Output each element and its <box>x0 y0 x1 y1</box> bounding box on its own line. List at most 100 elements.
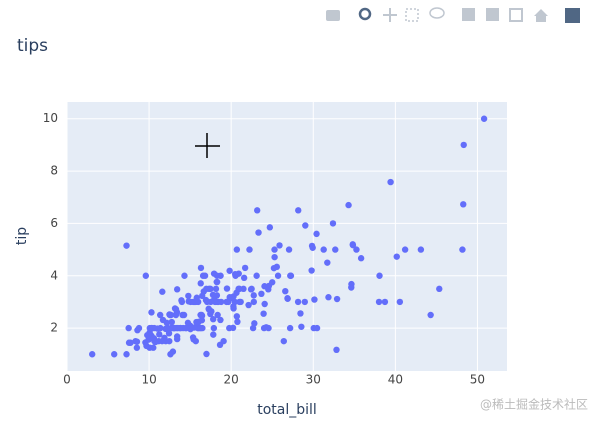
box-select-button[interactable] <box>405 8 419 22</box>
x-tick-label: 40 <box>388 373 403 387</box>
point <box>192 337 199 345</box>
point <box>329 220 337 227</box>
point <box>460 141 467 149</box>
point <box>148 309 155 316</box>
point <box>210 315 217 323</box>
point <box>401 246 409 253</box>
point <box>146 324 154 332</box>
point <box>213 292 221 299</box>
point <box>260 324 268 332</box>
point <box>274 272 282 279</box>
point <box>184 319 192 327</box>
point <box>210 324 218 332</box>
point <box>196 324 204 332</box>
point <box>381 298 389 306</box>
point <box>240 274 248 282</box>
point <box>301 298 309 306</box>
point <box>320 246 327 253</box>
point <box>134 326 141 334</box>
point <box>156 311 164 319</box>
point <box>265 286 272 293</box>
plotly-logo[interactable] <box>565 8 580 23</box>
point <box>142 272 150 279</box>
point <box>168 318 175 326</box>
point <box>132 337 139 345</box>
point <box>173 286 181 293</box>
point <box>269 279 276 286</box>
point <box>396 298 404 306</box>
autoscale-button[interactable] <box>509 8 523 22</box>
point <box>191 298 198 306</box>
point <box>313 230 320 238</box>
lasso-button[interactable] <box>429 7 445 19</box>
point <box>250 298 258 306</box>
point <box>172 311 180 319</box>
point <box>436 285 443 293</box>
point <box>203 350 210 358</box>
point <box>480 115 488 122</box>
x-tick-label: 50 <box>470 373 485 387</box>
point <box>271 253 278 261</box>
point <box>393 253 400 260</box>
point <box>302 222 309 229</box>
point <box>249 324 257 332</box>
point <box>285 246 293 253</box>
zoom-in-button[interactable] <box>462 8 475 21</box>
y-tick-label: 10 <box>43 111 58 125</box>
point <box>417 246 425 253</box>
point <box>172 306 180 313</box>
x-tick-label: 10 <box>141 373 156 387</box>
x-tick-label: 20 <box>224 373 239 387</box>
point <box>460 201 467 208</box>
point <box>173 335 181 343</box>
point <box>197 311 204 319</box>
point <box>276 242 283 249</box>
point <box>111 351 118 358</box>
zoom-out-button[interactable] <box>486 8 499 21</box>
point <box>178 298 186 306</box>
point <box>353 246 360 253</box>
point <box>325 294 332 301</box>
y-tick-label: 4 <box>50 268 58 282</box>
point <box>459 246 466 253</box>
point <box>163 319 171 327</box>
zoom-button[interactable] <box>358 7 372 21</box>
point <box>157 324 164 332</box>
y-axis-title: tip <box>14 227 30 245</box>
reset-button[interactable] <box>534 9 548 22</box>
toolbar <box>326 7 580 23</box>
point <box>280 337 287 345</box>
point <box>152 338 159 346</box>
points <box>89 115 488 358</box>
camera-button[interactable] <box>326 10 340 21</box>
point <box>308 242 316 250</box>
y-tick-label: 6 <box>50 216 58 230</box>
point <box>158 337 166 345</box>
point <box>190 324 198 331</box>
point <box>167 351 174 358</box>
point <box>271 246 278 253</box>
point <box>156 331 163 338</box>
point <box>207 298 214 306</box>
point <box>125 324 132 332</box>
point <box>213 278 220 286</box>
point <box>297 310 304 317</box>
point <box>197 280 204 287</box>
point <box>235 285 242 293</box>
point <box>286 324 294 332</box>
point <box>217 298 225 306</box>
point <box>254 207 261 214</box>
point <box>231 298 239 306</box>
point <box>223 298 230 306</box>
x-axis-title: total_bill <box>257 402 317 418</box>
point <box>212 285 220 293</box>
point <box>217 272 224 279</box>
point <box>240 285 247 293</box>
x-tick-label: 30 <box>306 373 321 387</box>
pan-button[interactable] <box>383 8 397 22</box>
point <box>234 318 241 326</box>
point <box>427 311 434 319</box>
point <box>159 288 166 295</box>
point <box>236 298 243 306</box>
